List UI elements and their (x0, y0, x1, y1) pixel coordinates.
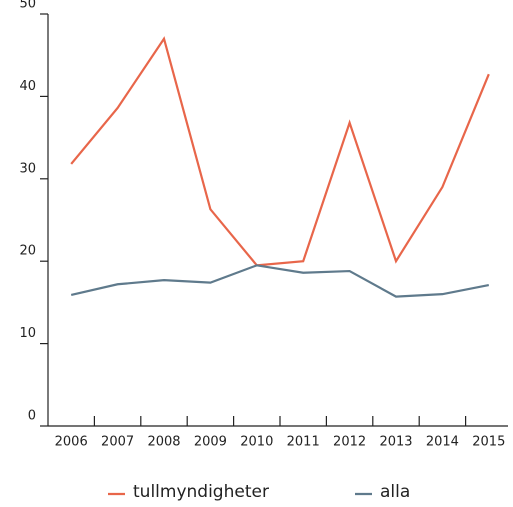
x-tick-label: 2006 (55, 435, 88, 450)
x-tick-label: 2010 (240, 435, 273, 450)
x-tick-label: 2015 (472, 435, 505, 450)
x-tick-label: 2012 (333, 435, 366, 450)
legend-label: alla (380, 482, 410, 502)
x-tick-label: 2009 (194, 435, 227, 450)
x-tick-label: 2008 (147, 435, 180, 450)
y-tick-label: 0 (28, 409, 36, 424)
y-tick-label: 10 (19, 326, 36, 341)
legend-label: tullmyndigheter (133, 482, 269, 502)
line-series (70, 36, 490, 267)
y-tick-label: 20 (19, 244, 36, 259)
y-tick-label: 40 (19, 79, 36, 94)
x-tick-label: 2011 (287, 435, 320, 450)
x-tick-label: 2007 (101, 435, 134, 450)
y-tick-label: 50 (19, 0, 36, 12)
line-series (70, 264, 490, 298)
y-tick-label: 30 (19, 161, 36, 176)
x-tick-label: 2014 (426, 435, 459, 450)
x-tick-label: 2013 (379, 435, 412, 450)
